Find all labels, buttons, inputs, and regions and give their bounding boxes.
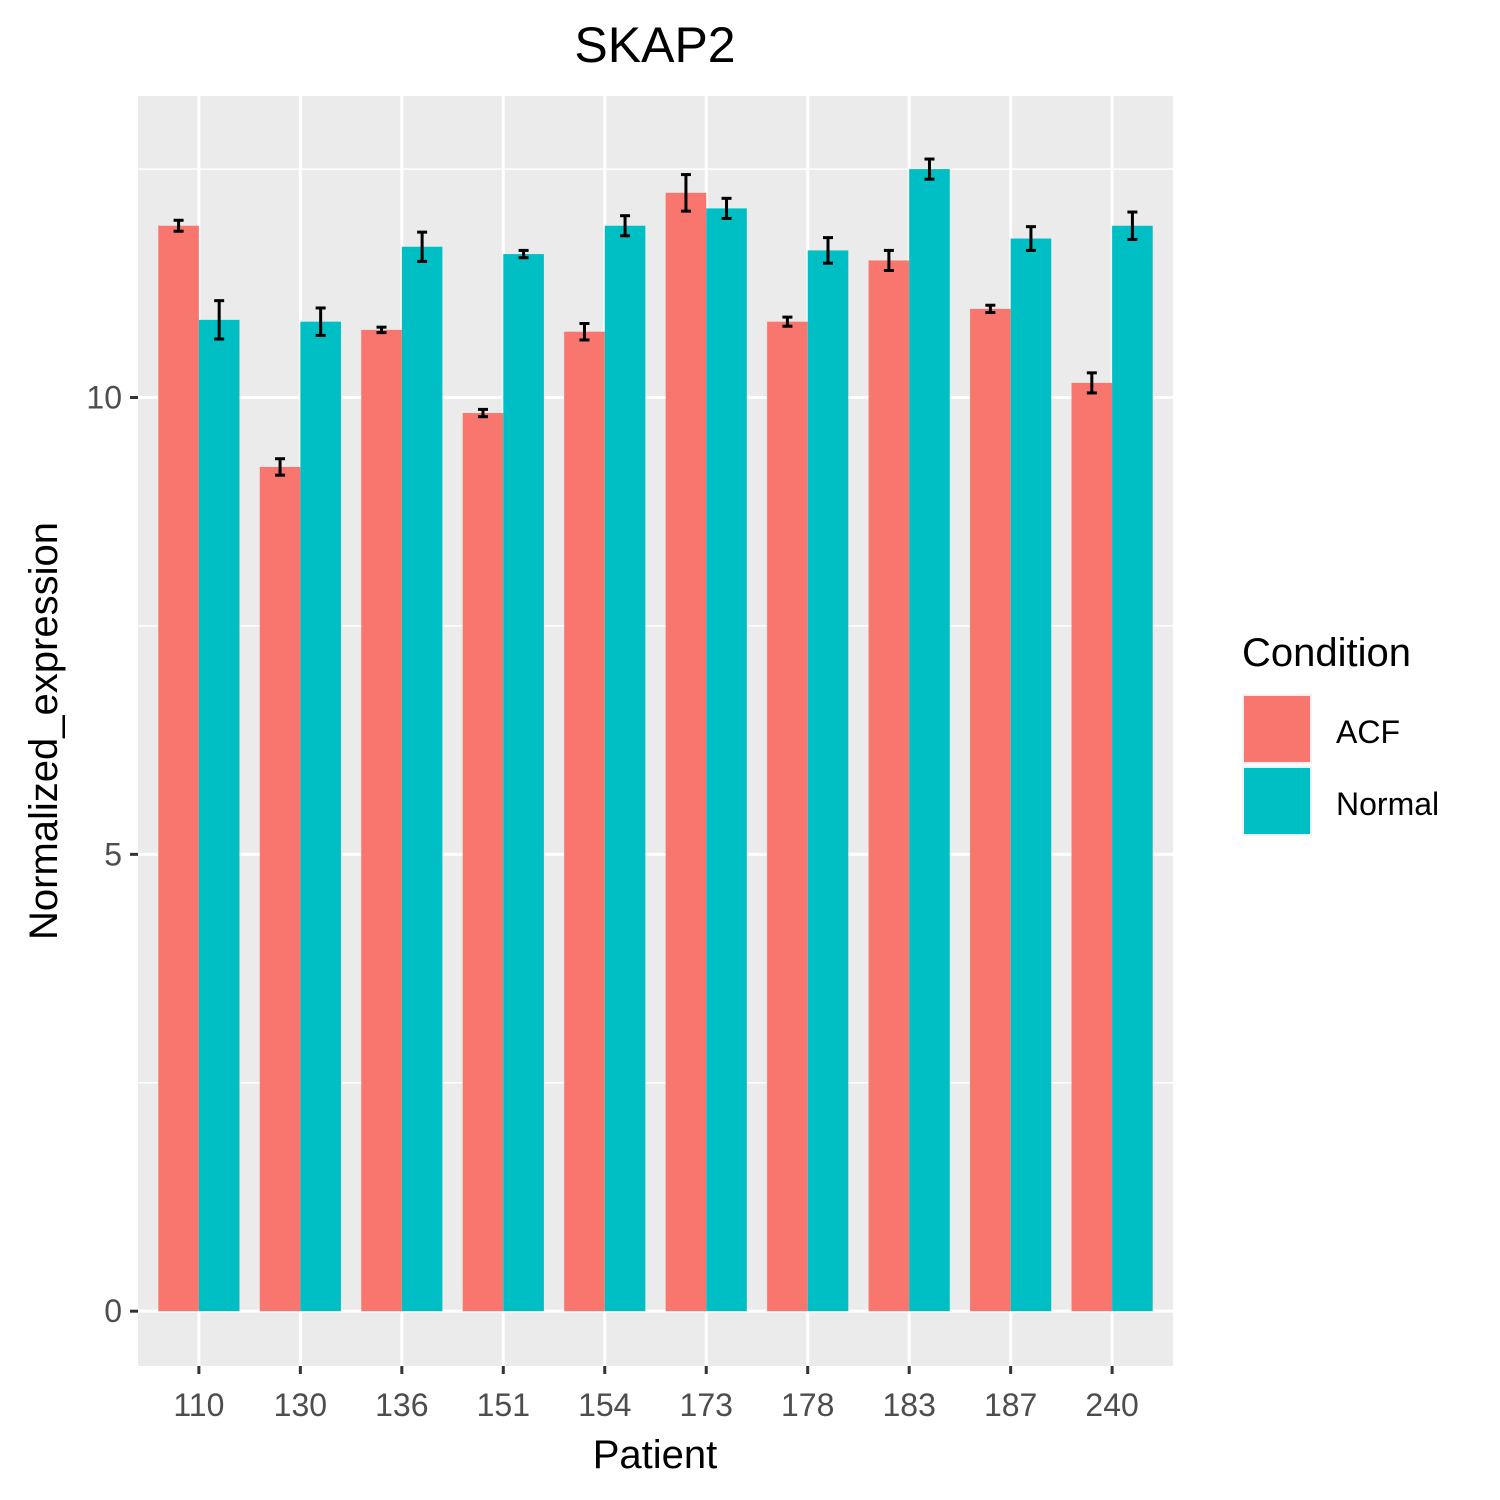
bar-acf-151 — [462, 413, 504, 1312]
x-tick-label: 130 — [274, 1387, 327, 1423]
legend: Condition ACF Normal — [1242, 631, 1439, 836]
bar-normal-110 — [198, 319, 240, 1312]
bars — [158, 169, 1153, 1312]
bar-acf-136 — [361, 329, 402, 1312]
bar-acf-110 — [158, 225, 199, 1312]
x-tick-label: 110 — [173, 1387, 224, 1423]
y-tick-label: 0 — [104, 1293, 122, 1329]
bar-normal-130 — [300, 321, 341, 1312]
legend-label-acf: ACF — [1336, 714, 1400, 750]
y-axis-title: Normalized_expression — [22, 522, 66, 940]
bar-normal-154 — [604, 225, 646, 1312]
x-axis-title: Patient — [593, 1433, 718, 1477]
bar-normal-240 — [1112, 225, 1153, 1312]
y-tick-label: 5 — [104, 836, 122, 872]
bar-acf-187 — [970, 308, 1011, 1312]
y-axis: 0 5 10 — [86, 380, 138, 1329]
bar-acf-183 — [868, 260, 910, 1312]
bar-normal-178 — [807, 250, 849, 1312]
bar-acf-154 — [564, 331, 605, 1312]
bar-acf-130 — [259, 466, 301, 1312]
x-tick-label: 151 — [477, 1387, 530, 1423]
bar-acf-240 — [1071, 382, 1113, 1312]
bar-normal-151 — [503, 254, 544, 1312]
x-tick-label: 183 — [882, 1387, 935, 1423]
bar-normal-187 — [1010, 238, 1052, 1312]
x-tick-label: 136 — [375, 1387, 428, 1423]
y-tick-label: 10 — [86, 380, 122, 416]
chart-title: SKAP2 — [574, 17, 735, 73]
bar-acf-173 — [665, 192, 707, 1312]
legend-title: Condition — [1242, 631, 1411, 675]
x-tick-label: 178 — [781, 1387, 834, 1423]
bar-normal-183 — [909, 169, 950, 1312]
x-tick-label: 154 — [578, 1387, 631, 1423]
x-tick-label: 173 — [680, 1387, 733, 1423]
legend-key-normal — [1244, 768, 1310, 834]
x-tick-label: 240 — [1085, 1387, 1138, 1423]
legend-label-normal: Normal — [1336, 786, 1439, 822]
bar-normal-173 — [706, 208, 747, 1312]
x-axis: 110 130 136 151 154 173 178 183 187 240 — [173, 1366, 1139, 1423]
error-bars — [173, 157, 1138, 477]
bar-acf-178 — [767, 321, 808, 1312]
bar-normal-136 — [401, 246, 443, 1312]
x-tick-label: 187 — [984, 1387, 1037, 1423]
legend-key-acf — [1244, 696, 1310, 762]
